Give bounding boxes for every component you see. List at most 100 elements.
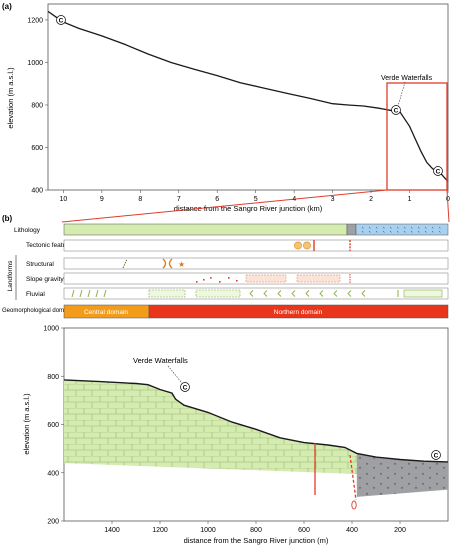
slope-dot bbox=[203, 279, 205, 281]
panel-a-elevation-profile bbox=[47, 10, 449, 182]
fluvial-chevron bbox=[291, 290, 296, 297]
tectonic-symbol-1 bbox=[294, 241, 302, 250]
fluvial-row-box bbox=[63, 287, 449, 300]
panel-a-waterfalls-leader bbox=[397, 81, 406, 107]
panel-a-x-tick-label: 1 bbox=[408, 196, 412, 203]
panel-c-y-tick-label: 400 bbox=[47, 470, 59, 477]
panel-a-x-tick-label: 5 bbox=[254, 196, 258, 203]
panel-c-elevation-profile bbox=[63, 379, 449, 463]
panel-c-alluvium-body bbox=[356, 453, 448, 497]
svg-text:C: C bbox=[394, 108, 399, 115]
panel-a-zoom-box bbox=[386, 82, 448, 191]
row-label-structural: Structural bbox=[26, 261, 54, 268]
panel-c-y-axis-label: elevation (m a.s.l.) bbox=[22, 393, 31, 455]
structural-row-box bbox=[63, 257, 449, 270]
fluvial-tick bbox=[79, 289, 83, 298]
blue-unit-dash bbox=[382, 226, 385, 229]
panel-a-y-tick-label: 1000 bbox=[27, 60, 43, 67]
panel-a-y-tick-label: 800 bbox=[31, 102, 43, 109]
slope-gravity-dots bbox=[196, 277, 238, 283]
panel-c-marker-1: C bbox=[180, 382, 190, 392]
tectonic-row-box bbox=[63, 239, 449, 252]
structural-scarp-symbol bbox=[122, 258, 128, 269]
fluvial-chevron bbox=[347, 290, 352, 297]
panel-a-y-tick-label: 600 bbox=[31, 145, 43, 152]
panel-a-y-ticks: 1200 1000 800 600 400 bbox=[27, 17, 48, 195]
panel-a-label: (a) bbox=[2, 2, 12, 11]
blue-unit-dash bbox=[368, 226, 371, 229]
row-label-lithology: Lithology bbox=[14, 227, 41, 234]
zoom-connector-left bbox=[61, 189, 388, 223]
blue-unit-dash bbox=[396, 226, 399, 229]
panel-a-x-tick-label: 6 bbox=[215, 196, 219, 203]
fluvial-chevron bbox=[333, 290, 338, 297]
row-label-tectonic: Tectonic features bbox=[26, 242, 76, 249]
svg-text:C: C bbox=[183, 385, 188, 392]
panel-a-x-tick-label: 2 bbox=[369, 196, 373, 203]
blue-unit-dash bbox=[431, 226, 434, 229]
structural-star-symbol: ★ bbox=[178, 260, 185, 269]
blue-unit-dash bbox=[403, 230, 406, 233]
blue-unit-dash bbox=[375, 226, 378, 229]
fluvial-chevron-symbols bbox=[249, 290, 399, 297]
blue-unit-dash bbox=[424, 230, 427, 233]
fluvial-chevron bbox=[305, 290, 310, 297]
panel-c-x-axis-label: distance from the Sangro River junction … bbox=[184, 536, 329, 545]
blue-unit-dash bbox=[410, 226, 413, 229]
panel-c-x-tick-label: 200 bbox=[394, 527, 406, 534]
blue-unit-dash bbox=[361, 230, 364, 233]
lithology-blue-unit-pattern bbox=[361, 226, 441, 233]
panel-a-marker-2: C bbox=[391, 105, 401, 115]
fluvial-deposit-1 bbox=[148, 289, 186, 298]
fluvial-tick bbox=[95, 289, 99, 298]
fluvial-chevron bbox=[249, 290, 254, 297]
blue-unit-dash bbox=[361, 226, 364, 229]
blue-unit-dash bbox=[424, 226, 427, 229]
panel-c-waterfalls-label: Verde Waterfalls bbox=[133, 356, 188, 365]
panel-a-frame bbox=[47, 3, 449, 191]
fluvial-tick bbox=[87, 289, 91, 298]
panel-b-label: (b) bbox=[2, 214, 13, 223]
fluvial-chevron bbox=[361, 290, 366, 297]
blue-unit-dash bbox=[389, 230, 392, 233]
panel-c-x-tick-label: 600 bbox=[298, 527, 310, 534]
slope-gravity-deposit-2 bbox=[296, 274, 341, 283]
blue-unit-dash bbox=[403, 226, 406, 229]
panel-a-x-tick-label: 8 bbox=[138, 196, 142, 203]
fluvial-tick bbox=[71, 289, 75, 298]
blue-unit-dash bbox=[396, 230, 399, 233]
panel-a-x-tick-label: 3 bbox=[331, 196, 335, 203]
panel-c-x-tick-label: 400 bbox=[346, 527, 358, 534]
panel-c-y-ticks: 1000 800 600 400 200 bbox=[43, 326, 64, 526]
panel-c-x-tick-label: 1400 bbox=[104, 527, 120, 534]
slope-gravity-deposit-1 bbox=[245, 274, 287, 283]
panel-a-marker-3: C bbox=[433, 166, 443, 176]
panel-c-y-tick-label: 200 bbox=[47, 519, 59, 526]
domains-label: Geomorphological domains bbox=[2, 308, 75, 314]
panel-c-y-tick-label: 600 bbox=[47, 422, 59, 429]
central-domain-label: Central domain bbox=[84, 309, 128, 316]
panel-a-marker-1: C bbox=[56, 15, 66, 25]
svg-text:C: C bbox=[59, 18, 64, 25]
row-label-slope-gravity: Slope gravity bbox=[26, 276, 64, 283]
zoom-connector-right bbox=[446, 189, 450, 223]
panel-c-x-tick-label: 1200 bbox=[152, 527, 168, 534]
panel-a-x-axis-label: distance from the Sangro River junction … bbox=[174, 204, 323, 213]
fluvial-chevron bbox=[263, 290, 268, 297]
fluvial-chevron bbox=[319, 290, 324, 297]
panel-a-x-tick-label: 7 bbox=[177, 196, 181, 203]
fluvial-terrace-symbols bbox=[71, 289, 107, 298]
northern-domain-label: Northern domain bbox=[274, 309, 323, 316]
lithology-blue-unit-bar bbox=[355, 223, 449, 236]
panel-c-x-tick-label: 1000 bbox=[200, 527, 216, 534]
blue-unit-dash bbox=[431, 230, 434, 233]
slope-dot bbox=[210, 277, 212, 279]
panel-a-x-ticks: 109876543210 bbox=[59, 190, 450, 203]
blue-unit-dash bbox=[389, 226, 392, 229]
panel-c-fault-symbol bbox=[351, 500, 357, 510]
lithology-alluvium-bar bbox=[346, 223, 357, 236]
blue-unit-dash bbox=[382, 230, 385, 233]
panel-c-waterfalls-leader bbox=[167, 365, 183, 384]
landforms-group-label: Landforms bbox=[7, 260, 14, 291]
